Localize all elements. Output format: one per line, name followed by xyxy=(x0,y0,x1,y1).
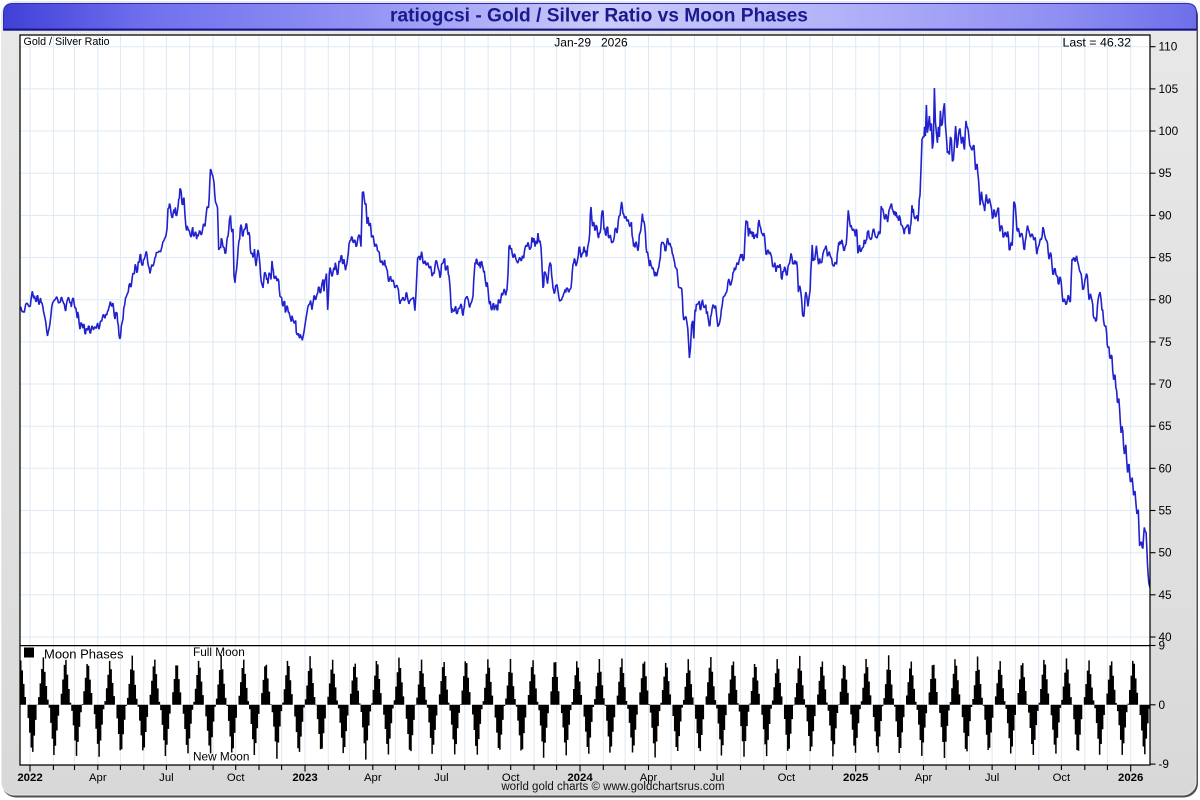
svg-text:2022: 2022 xyxy=(17,772,42,784)
svg-text:50: 50 xyxy=(1159,546,1173,560)
svg-text:100: 100 xyxy=(1159,124,1179,138)
svg-text:80: 80 xyxy=(1159,293,1173,307)
svg-text:-9: -9 xyxy=(1159,757,1170,771)
svg-text:2025: 2025 xyxy=(843,772,869,784)
svg-text:2024: 2024 xyxy=(567,772,593,784)
svg-text:65: 65 xyxy=(1159,419,1173,433)
svg-text:Jan-29 2026: Jan-29 2026 xyxy=(554,35,628,49)
svg-text:110: 110 xyxy=(1159,40,1178,54)
svg-text:Oct: Oct xyxy=(227,772,245,784)
svg-text:55: 55 xyxy=(1159,504,1173,518)
svg-text:Oct: Oct xyxy=(502,772,520,784)
svg-text:Oct: Oct xyxy=(778,772,796,784)
svg-text:Gold / Silver Ratio: Gold / Silver Ratio xyxy=(24,36,110,48)
svg-text:Jul: Jul xyxy=(434,772,448,784)
svg-text:Oct: Oct xyxy=(1053,772,1071,784)
svg-text:0: 0 xyxy=(1159,698,1166,712)
svg-text:95: 95 xyxy=(1159,166,1173,180)
svg-text:105: 105 xyxy=(1159,82,1179,96)
svg-text:New Moon: New Moon xyxy=(193,749,249,763)
svg-text:world gold charts © www.goldch: world gold charts © www.goldchartsrus.co… xyxy=(500,781,724,793)
svg-text:Apr: Apr xyxy=(89,772,107,784)
svg-text:Apr: Apr xyxy=(364,772,382,784)
svg-text:Moon Phases: Moon Phases xyxy=(44,646,124,661)
svg-text:Full Moon: Full Moon xyxy=(193,645,245,659)
svg-text:Last = 46.32: Last = 46.32 xyxy=(1062,35,1131,49)
svg-text:Jul: Jul xyxy=(710,772,724,784)
svg-text:60: 60 xyxy=(1159,461,1173,475)
svg-text:75: 75 xyxy=(1159,335,1173,349)
svg-text:85: 85 xyxy=(1159,251,1173,265)
svg-text:90: 90 xyxy=(1159,208,1173,222)
svg-text:2023: 2023 xyxy=(292,772,317,784)
svg-text:70: 70 xyxy=(1159,377,1173,391)
svg-text:Apr: Apr xyxy=(640,772,658,784)
svg-text:2026: 2026 xyxy=(1118,772,1143,784)
svg-text:Apr: Apr xyxy=(915,772,933,784)
svg-text:Jul: Jul xyxy=(159,772,173,784)
svg-text:40: 40 xyxy=(1159,630,1173,644)
svg-text:45: 45 xyxy=(1159,588,1173,602)
svg-text:Jul: Jul xyxy=(985,772,999,784)
svg-text:ratiogcsi - Gold / Silver Rati: ratiogcsi - Gold / Silver Ratio vs Moon … xyxy=(390,6,808,27)
svg-text:9: 9 xyxy=(1159,639,1166,653)
